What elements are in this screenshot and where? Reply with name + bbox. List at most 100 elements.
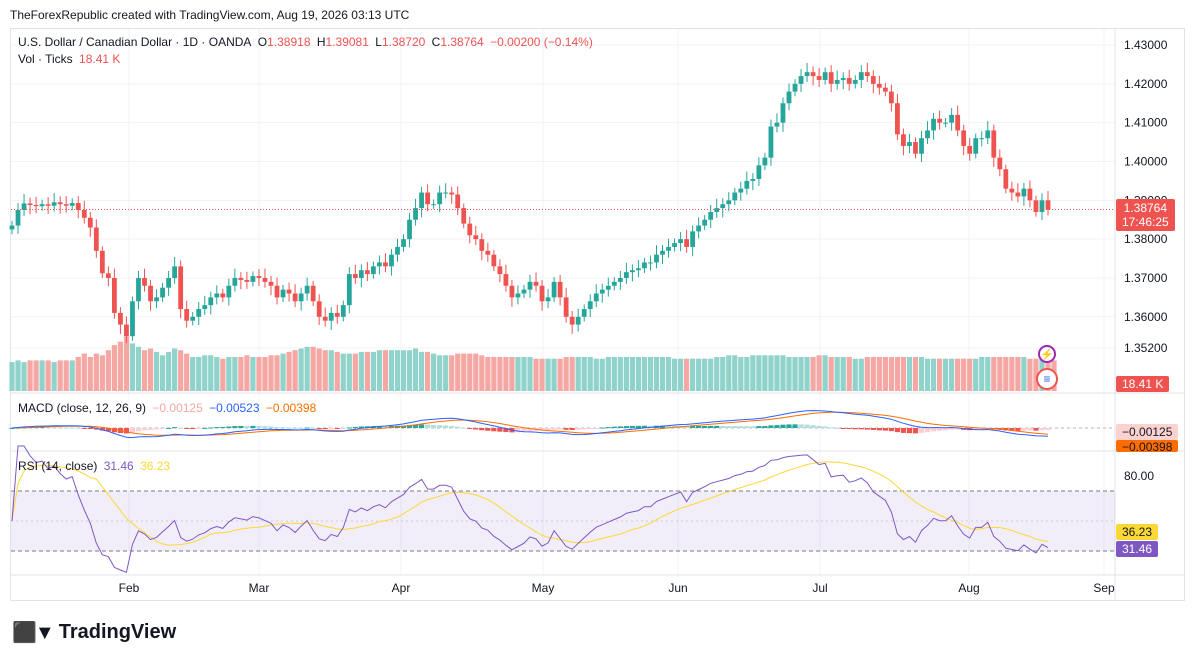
volume-bar	[316, 348, 322, 391]
macd-histogram-bar	[762, 426, 768, 428]
lightning-icon[interactable]: ⚡	[1038, 345, 1056, 363]
volume-bar	[575, 357, 581, 391]
candle-body	[334, 312, 340, 317]
candle-body	[864, 72, 870, 77]
macd-histogram-bar	[527, 428, 533, 432]
us-flag-icon[interactable]: ≡	[1036, 368, 1058, 390]
volume-bar	[780, 355, 786, 391]
volume-bar	[250, 357, 256, 391]
candle-body	[238, 277, 244, 280]
high-label: H	[316, 35, 326, 49]
macd-histogram-bar	[804, 424, 810, 428]
rsi-label[interactable]: RSI (14, close)	[18, 459, 98, 473]
candle-body	[383, 262, 388, 267]
candle-body	[9, 225, 15, 230]
candle-body	[539, 285, 545, 302]
macd-histogram-bar	[437, 425, 443, 428]
tradingview-logo[interactable]: ⬛▼ TradingView	[12, 620, 176, 645]
volume-bar	[708, 358, 714, 391]
macd-histogram-bar	[720, 425, 726, 428]
macd-histogram-bar	[184, 428, 190, 429]
open-label: O	[257, 35, 268, 49]
volume-bar	[949, 358, 955, 391]
volume-bar	[1027, 358, 1033, 391]
candle-body	[979, 138, 985, 140]
macd-histogram-bar	[798, 424, 804, 428]
candle-body	[45, 204, 51, 206]
macd-histogram-bar	[635, 425, 642, 428]
candle-body	[51, 202, 57, 206]
macd-histogram-bar	[780, 424, 786, 428]
candle-body	[738, 188, 744, 193]
candle-body	[973, 138, 979, 154]
candle-body	[184, 309, 190, 321]
volume-bar	[172, 348, 178, 391]
candle-body	[81, 210, 87, 218]
volume-bar	[762, 355, 768, 391]
candle-body	[702, 219, 708, 226]
macd-histogram-bar	[473, 428, 479, 430]
candle-body	[714, 208, 720, 212]
volume-bar	[105, 350, 111, 391]
macd-histogram-bar	[467, 428, 473, 429]
macd-histogram-bar	[1003, 428, 1009, 431]
macd-histogram-bar	[539, 428, 545, 431]
macd-histogram-bar	[545, 428, 551, 431]
volume-bar	[394, 350, 401, 391]
candle-body	[925, 130, 930, 139]
macd-histogram-bar	[569, 428, 575, 431]
candle-body	[834, 79, 840, 84]
volume-bar	[726, 355, 732, 391]
volume-bar	[262, 357, 268, 391]
candle-body	[111, 277, 117, 313]
volume-bar	[888, 357, 894, 391]
symbol-title[interactable]: U.S. Dollar / Canadian Dollar · 1D · OAN…	[18, 35, 252, 49]
candle-body	[208, 297, 214, 306]
volume-bar	[533, 358, 539, 391]
volume-label[interactable]: Vol · Ticks	[18, 52, 73, 66]
volume-bar	[388, 350, 395, 391]
macd-histogram-bar	[135, 428, 142, 432]
rsi-line	[11, 445, 1049, 573]
macd-histogram-bar	[400, 425, 407, 428]
volume-bar	[943, 358, 949, 391]
volume-bar	[202, 355, 208, 391]
candle-body	[178, 266, 184, 310]
macd-histogram-bar	[280, 427, 286, 429]
close-label: C	[431, 35, 441, 49]
candle-body	[473, 235, 479, 240]
candle-body	[660, 250, 665, 255]
candle-body	[882, 87, 888, 92]
candle-body	[575, 316, 581, 325]
candle-body	[870, 76, 876, 84]
time-axis-tick: May	[532, 581, 555, 595]
macd-label[interactable]: MACD (close, 12, 26, 9)	[18, 401, 147, 415]
volume-bar	[461, 353, 467, 391]
volume-bar	[581, 357, 587, 391]
candle-body	[202, 305, 208, 310]
volume-bar	[900, 357, 907, 391]
volume-bar	[135, 346, 142, 391]
volume-bar	[184, 353, 190, 391]
macd-histogram-bar	[364, 426, 370, 428]
macd-histogram-bar	[208, 427, 214, 429]
volume-bar	[87, 357, 93, 391]
volume-legend: Vol · Ticks 18.41 K	[18, 52, 123, 66]
macd-histogram-bar	[744, 426, 750, 428]
volume-bar	[930, 358, 937, 391]
volume-bar	[750, 355, 756, 391]
volume-bar	[876, 357, 882, 391]
volume-bar	[69, 360, 75, 391]
candle-body	[666, 246, 671, 251]
volume-bar	[27, 360, 33, 391]
volume-bar	[75, 357, 81, 391]
macd-histogram-bar	[708, 425, 714, 428]
macd-histogram-bar	[388, 425, 395, 428]
macd-histogram-bar	[690, 426, 696, 428]
candle-body	[545, 297, 551, 302]
volume-bar	[406, 350, 413, 391]
volume-bar	[732, 355, 738, 391]
macd-histogram-bar	[949, 428, 955, 430]
candle-body	[467, 223, 473, 236]
